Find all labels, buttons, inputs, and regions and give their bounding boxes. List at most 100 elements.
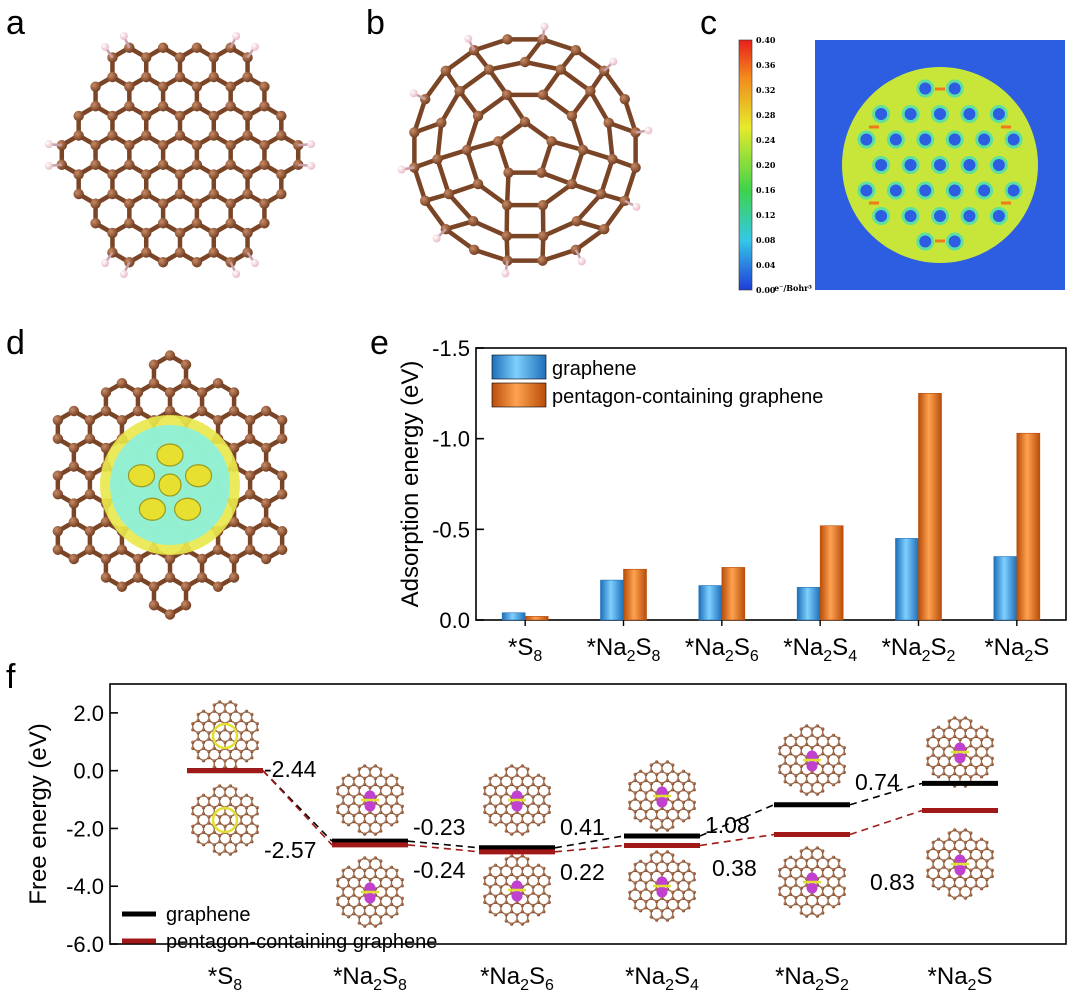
chart-f-ytick: -4.0 bbox=[66, 874, 104, 899]
chart-f-category: *Na2S4 bbox=[625, 963, 699, 994]
adsorption-energy-chart: -1.5 -1.0 -0.5 0.0 *S8 *Na2S8 *Na2S6 *Na2S4 *Na… bbox=[397, 336, 1067, 665]
chart-f-category: *S8 bbox=[208, 963, 242, 994]
chart-e-ytick: -1.0 bbox=[432, 427, 470, 452]
step-label-graphene: 0.74 bbox=[855, 769, 900, 795]
chart-e-category: *Na2S8 bbox=[587, 634, 661, 665]
bar-pentagon bbox=[918, 393, 942, 621]
adsorption-structure-icon bbox=[191, 700, 259, 772]
panel-label-a: a bbox=[6, 4, 25, 42]
adsorption-structure-icon bbox=[926, 716, 994, 788]
chart-f-ytick: 0.0 bbox=[73, 759, 104, 784]
chart-f-category: *Na2S bbox=[928, 963, 993, 994]
chart-f-category: *Na2S8 bbox=[333, 963, 407, 994]
connector-pentagon bbox=[262, 770, 333, 846]
colorbar-tick: 0.20 bbox=[756, 160, 776, 170]
step-label-pentagon: 0.83 bbox=[870, 869, 915, 895]
colorbar-tick: 0.36 bbox=[756, 60, 776, 70]
colorbar-tick: 0.12 bbox=[756, 210, 775, 220]
bar-pentagon bbox=[1016, 432, 1041, 621]
chart-e-ytick: -1.5 bbox=[432, 336, 470, 361]
panel-label-f: f bbox=[6, 658, 16, 696]
chart-e-ytick: -0.5 bbox=[432, 517, 470, 542]
bar-pentagon bbox=[721, 567, 746, 621]
connector-pentagon bbox=[849, 809, 923, 836]
legend-label-pentagon-f: pentagon-containing graphene bbox=[166, 931, 437, 953]
legend-swatch-pentagon bbox=[491, 382, 547, 408]
panel-label-b: b bbox=[366, 4, 385, 42]
legend-label-pentagon: pentagon-containing graphene bbox=[552, 386, 823, 408]
chart-e-category: *S8 bbox=[508, 634, 542, 665]
bar-pentagon bbox=[819, 525, 844, 621]
chart-e-ylabel: Adsorption energy (eV) bbox=[397, 361, 424, 608]
bar-graphene bbox=[895, 538, 919, 621]
connector-pentagon bbox=[554, 844, 625, 853]
adsorption-structure-icon bbox=[191, 784, 259, 856]
graphene-flake-icon bbox=[44, 31, 316, 279]
colorbar-tick: 0.28 bbox=[756, 110, 776, 120]
bar-pentagon bbox=[623, 568, 647, 621]
bar-graphene bbox=[501, 612, 526, 621]
electron-density-map bbox=[842, 67, 1038, 263]
chart-f-ylabel: Free energy (eV) bbox=[25, 723, 52, 904]
colorbar-unit: e⁻/Bohr³ bbox=[774, 283, 812, 293]
panel-label-c: c bbox=[700, 4, 717, 42]
chart-f-legend: graphene pentagon-containing graphene bbox=[122, 904, 437, 953]
bar-graphene bbox=[600, 579, 624, 621]
colorbar-tick: 0.00 bbox=[756, 285, 776, 295]
connector-graphene bbox=[407, 840, 480, 849]
connector-pentagon bbox=[699, 833, 775, 847]
adsorption-structure-icon bbox=[628, 850, 696, 922]
colorbar-tick: 0.40 bbox=[756, 35, 776, 45]
step-label-pentagon: -2.57 bbox=[264, 837, 316, 863]
adsorption-structure-icon bbox=[336, 764, 404, 836]
adsorption-structure-icon bbox=[628, 760, 696, 832]
step-label-graphene: 1.08 bbox=[705, 812, 750, 838]
connector-pentagon bbox=[407, 844, 480, 853]
legend-swatch-graphene bbox=[491, 354, 547, 380]
bar-graphene bbox=[796, 587, 821, 621]
legend-label-graphene: graphene bbox=[552, 358, 637, 380]
adsorption-structure-icon bbox=[778, 846, 846, 918]
chart-f-ytick: 2.0 bbox=[73, 701, 104, 726]
pentagon-graphene-flake-icon bbox=[397, 22, 653, 278]
chart-e-frame bbox=[475, 347, 1067, 621]
chart-e-ytick: 0.0 bbox=[439, 608, 470, 633]
adsorption-structure-icon bbox=[336, 856, 404, 928]
electron-density-panel: 0.40 0.36 0.32 0.28 0.24 0.20 0.16 0.12 0.08 0.04… bbox=[738, 35, 1065, 295]
adsorption-structure-icon bbox=[926, 828, 994, 900]
step-label-pentagon: 0.38 bbox=[712, 855, 757, 881]
chart-f-ytick: -2.0 bbox=[66, 816, 104, 841]
step-label-graphene: -0.23 bbox=[413, 814, 465, 840]
bar-graphene bbox=[993, 556, 1018, 621]
colorbar-tick: 0.08 bbox=[756, 235, 776, 245]
chart-e-category: *Na2S4 bbox=[783, 634, 857, 665]
step-label-pentagon: -0.24 bbox=[413, 857, 466, 883]
chart-e-category: *Na2S2 bbox=[882, 634, 956, 665]
panel-label-d: d bbox=[6, 324, 25, 362]
adsorption-structure-icon bbox=[483, 854, 551, 926]
chart-e-category: *Na2S bbox=[984, 634, 1049, 665]
panel-label-e: e bbox=[370, 324, 389, 362]
free-energy-chart: 2.0 0.0 -2.0 -4.0 -6.0 -2.44 -0.23 0.41 1.08 0.7… bbox=[25, 683, 1067, 994]
bar-graphene bbox=[698, 585, 723, 621]
connector-graphene bbox=[699, 804, 775, 837]
colorbar-tick: 0.32 bbox=[756, 85, 775, 95]
adsorption-structure-icon bbox=[483, 764, 551, 836]
colorbar-tick: 0.16 bbox=[756, 185, 776, 195]
colorbar-tick: 0.04 bbox=[756, 260, 776, 270]
legend-label-graphene-f: graphene bbox=[166, 904, 251, 926]
chart-f-category: *Na2S6 bbox=[480, 963, 554, 994]
chart-f-category: *Na2S2 bbox=[775, 963, 849, 994]
colorbar-tick: 0.24 bbox=[756, 135, 776, 145]
bar-pentagon bbox=[524, 616, 549, 621]
colorbar bbox=[738, 39, 753, 291]
charge-density-isosurface-icon bbox=[52, 350, 288, 620]
chart-e-legend: graphene pentagon-containing graphene bbox=[491, 354, 823, 408]
step-label-graphene: -2.44 bbox=[264, 756, 317, 782]
chart-f-frame bbox=[109, 683, 1067, 945]
step-label-graphene: 0.41 bbox=[560, 814, 605, 840]
chart-e-category: *Na2S6 bbox=[685, 634, 759, 665]
connector-graphene bbox=[849, 782, 923, 806]
adsorption-structure-icon bbox=[778, 724, 846, 796]
